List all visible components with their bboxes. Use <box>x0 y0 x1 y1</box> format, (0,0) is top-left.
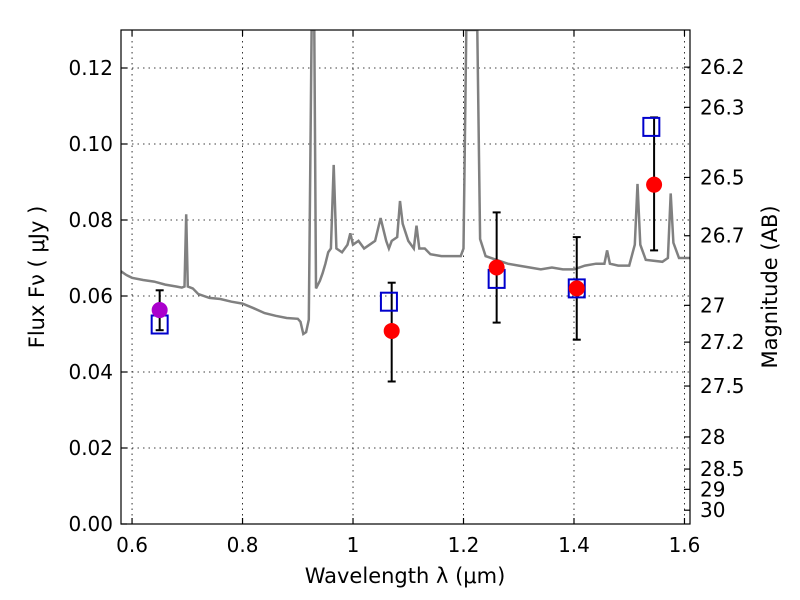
observed-photometry-point <box>383 322 400 339</box>
mag-tick-label: 26.3 <box>700 95 745 119</box>
mag-tick-label: 26.2 <box>700 55 745 79</box>
mag-tick-label: 27.5 <box>700 374 745 398</box>
x-tick-label: 0.6 <box>116 533 148 557</box>
observed-photometry-point <box>646 176 663 193</box>
y-tick-label: 0.02 <box>68 436 113 460</box>
mag-tick-label: 28.5 <box>700 457 745 481</box>
y2-axis-label: Magnitude (AB) <box>758 205 782 368</box>
mag-tick-label: 26.5 <box>700 165 745 189</box>
observed-photometry-point <box>488 259 505 276</box>
spectrum-line <box>121 30 690 337</box>
y-tick-label: 0.12 <box>68 56 113 80</box>
observed-photometry-point <box>151 302 168 319</box>
x-tick-label: 1 <box>347 533 360 557</box>
x-axis-label: Wavelength λ (μm) <box>305 564 506 588</box>
mag-tick-label: 26.7 <box>700 224 745 248</box>
mag-tick-label: 28 <box>700 425 725 449</box>
x-tick-label: 0.8 <box>227 533 259 557</box>
mag-tick-label: 30 <box>700 498 725 522</box>
axis-ticks <box>121 30 690 525</box>
tick-labels: 0.6 0.8 1 1.2 1.4 1.6 0.00 0.02 0.04 0.06 0.08 0.10… <box>68 55 744 557</box>
plot-frame <box>120 29 691 525</box>
x-tick-label: 1.4 <box>558 533 590 557</box>
model-photometry-square <box>642 116 661 137</box>
mag-tick-label: 27 <box>700 293 725 317</box>
x-tick-label: 1.6 <box>669 533 701 557</box>
y-tick-label: 0.08 <box>68 208 113 232</box>
y-tick-label: 0.10 <box>68 132 113 156</box>
y-axis-label: Flux Fν ( μJy ) <box>25 206 49 349</box>
spectrum-layer <box>121 30 690 337</box>
mag-tick-label: 29 <box>700 477 725 501</box>
y-tick-label: 0.06 <box>68 284 113 308</box>
x-tick-label: 1.2 <box>448 533 480 557</box>
observed-photometry-point <box>568 280 585 297</box>
grid <box>121 30 690 525</box>
y-tick-label: 0.04 <box>68 360 113 384</box>
model-photometry-square <box>379 291 398 312</box>
errorbar-layer <box>155 116 659 383</box>
observed-photometry-layer <box>151 176 663 339</box>
mag-tick-label: 27.2 <box>700 330 745 354</box>
y-tick-label: 0.00 <box>68 512 113 536</box>
